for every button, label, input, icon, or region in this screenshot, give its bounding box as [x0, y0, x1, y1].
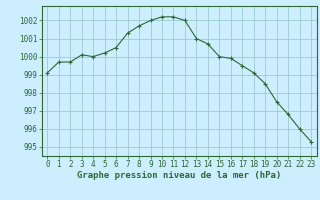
X-axis label: Graphe pression niveau de la mer (hPa): Graphe pression niveau de la mer (hPa)	[77, 171, 281, 180]
